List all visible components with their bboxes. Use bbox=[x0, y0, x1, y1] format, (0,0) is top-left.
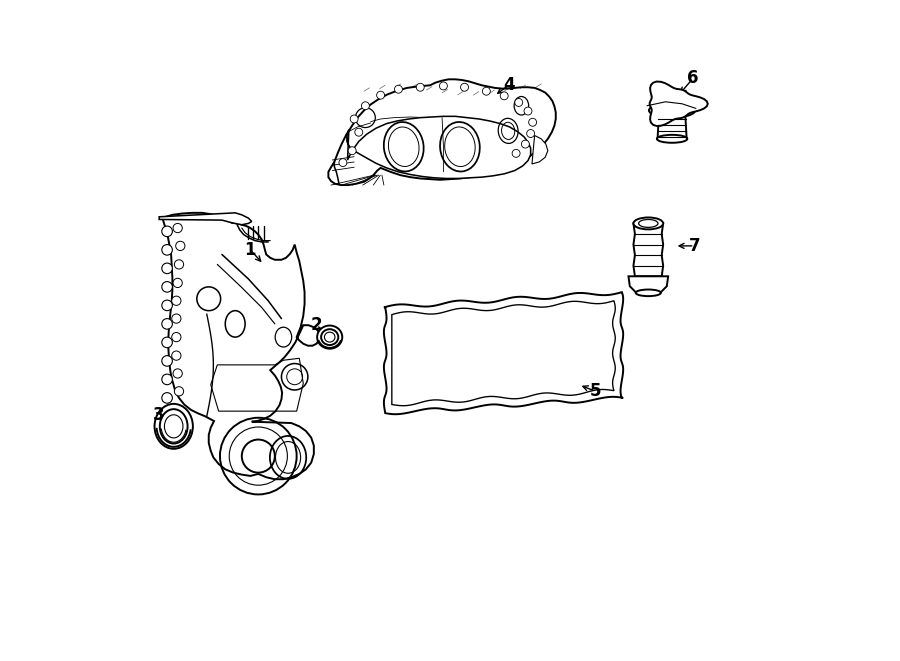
Text: 3: 3 bbox=[153, 406, 165, 424]
Text: 6: 6 bbox=[688, 69, 699, 87]
Circle shape bbox=[482, 87, 491, 95]
Polygon shape bbox=[384, 292, 623, 414]
Circle shape bbox=[176, 241, 184, 251]
Circle shape bbox=[162, 319, 173, 329]
Circle shape bbox=[439, 82, 447, 90]
Circle shape bbox=[162, 337, 173, 348]
Polygon shape bbox=[392, 301, 616, 406]
Circle shape bbox=[521, 140, 529, 148]
Circle shape bbox=[461, 83, 469, 91]
Polygon shape bbox=[346, 116, 531, 178]
Circle shape bbox=[175, 260, 184, 269]
Circle shape bbox=[173, 278, 183, 288]
Circle shape bbox=[339, 159, 346, 167]
Circle shape bbox=[162, 245, 173, 255]
Circle shape bbox=[355, 128, 363, 136]
Circle shape bbox=[173, 369, 183, 378]
Circle shape bbox=[350, 115, 358, 123]
Polygon shape bbox=[650, 81, 707, 126]
Circle shape bbox=[162, 393, 173, 403]
Circle shape bbox=[524, 107, 532, 115]
Circle shape bbox=[172, 314, 181, 323]
Circle shape bbox=[175, 387, 184, 396]
Circle shape bbox=[515, 98, 523, 106]
Circle shape bbox=[348, 147, 356, 155]
Ellipse shape bbox=[657, 135, 688, 143]
Polygon shape bbox=[658, 115, 687, 139]
Circle shape bbox=[162, 300, 173, 311]
Text: 2: 2 bbox=[310, 316, 322, 334]
Polygon shape bbox=[328, 79, 556, 185]
Circle shape bbox=[162, 226, 173, 237]
Circle shape bbox=[500, 92, 508, 100]
Circle shape bbox=[417, 83, 424, 91]
Circle shape bbox=[172, 296, 181, 305]
Circle shape bbox=[362, 102, 369, 110]
Circle shape bbox=[528, 118, 536, 126]
Polygon shape bbox=[628, 276, 668, 293]
Circle shape bbox=[162, 282, 173, 292]
Circle shape bbox=[162, 263, 173, 274]
Text: 4: 4 bbox=[504, 75, 516, 94]
Circle shape bbox=[173, 223, 183, 233]
Text: 1: 1 bbox=[245, 241, 256, 259]
Text: 5: 5 bbox=[590, 382, 601, 401]
Ellipse shape bbox=[317, 326, 342, 349]
Polygon shape bbox=[634, 223, 663, 276]
Circle shape bbox=[512, 149, 520, 157]
Circle shape bbox=[162, 356, 173, 366]
Circle shape bbox=[162, 374, 173, 385]
Circle shape bbox=[172, 351, 181, 360]
Ellipse shape bbox=[155, 404, 193, 449]
Circle shape bbox=[172, 332, 181, 342]
Circle shape bbox=[376, 91, 384, 99]
Circle shape bbox=[526, 130, 535, 137]
Ellipse shape bbox=[634, 217, 663, 229]
Circle shape bbox=[394, 85, 402, 93]
Ellipse shape bbox=[649, 103, 695, 118]
Polygon shape bbox=[159, 213, 252, 225]
Ellipse shape bbox=[635, 290, 661, 296]
Polygon shape bbox=[163, 213, 320, 479]
Polygon shape bbox=[532, 136, 548, 164]
Text: 7: 7 bbox=[688, 237, 700, 255]
Circle shape bbox=[162, 411, 173, 422]
